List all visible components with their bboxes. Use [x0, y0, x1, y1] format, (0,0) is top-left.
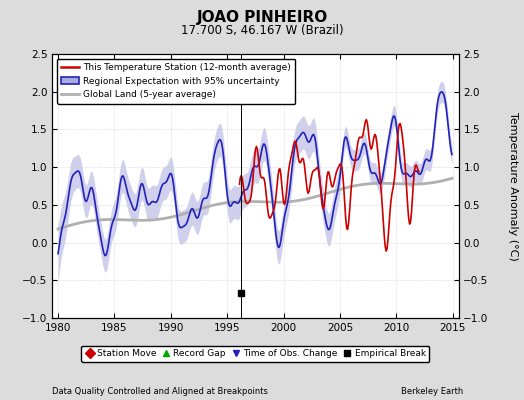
Y-axis label: Temperature Anomaly (°C): Temperature Anomaly (°C) — [508, 112, 518, 260]
Text: Data Quality Controlled and Aligned at Breakpoints: Data Quality Controlled and Aligned at B… — [52, 387, 268, 396]
Text: 17.700 S, 46.167 W (Brazil): 17.700 S, 46.167 W (Brazil) — [181, 24, 343, 37]
Legend: This Temperature Station (12-month average), Regional Expectation with 95% uncer: This Temperature Station (12-month avera… — [57, 58, 296, 104]
Text: JOAO PINHEIRO: JOAO PINHEIRO — [196, 10, 328, 25]
Text: Berkeley Earth: Berkeley Earth — [401, 387, 464, 396]
Legend: Station Move, Record Gap, Time of Obs. Change, Empirical Break: Station Move, Record Gap, Time of Obs. C… — [82, 346, 429, 362]
